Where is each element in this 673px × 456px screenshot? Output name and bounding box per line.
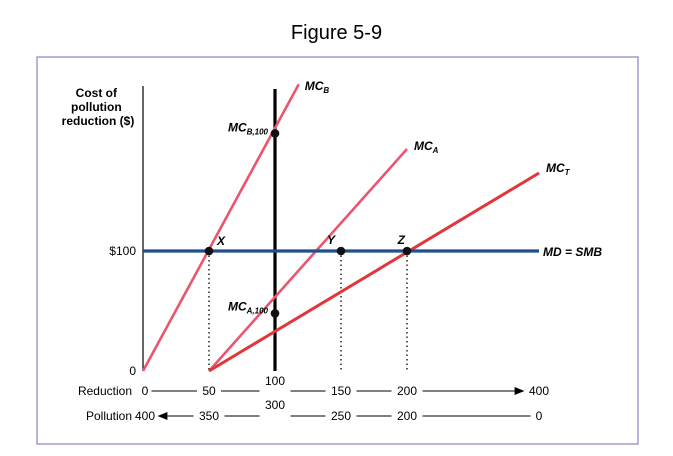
point-label-MCA100: MCA,100 bbox=[228, 299, 269, 315]
reduction-axis-tick-label: 0 bbox=[142, 384, 149, 398]
figure-title: Figure 5-9 bbox=[290, 22, 383, 44]
figure-frame bbox=[36, 56, 639, 445]
series-label-mcb-main: MC bbox=[305, 79, 324, 93]
point-label-Y-main: Y bbox=[327, 233, 336, 247]
point-marker-X bbox=[204, 246, 214, 256]
pollution-axis-tick-label: 250 bbox=[331, 409, 351, 423]
series-label-mct-sub: T bbox=[565, 168, 571, 177]
y-axis-title-line: Cost of bbox=[76, 86, 118, 100]
series-label-mca-main: MC bbox=[414, 139, 433, 153]
pollution-axis-tick-label: 350 bbox=[199, 409, 219, 423]
series-label-md-main: MD = SMB bbox=[543, 245, 602, 259]
series-line-mca bbox=[208, 148, 408, 372]
reduction-axis-tick-label: 400 bbox=[529, 384, 549, 398]
pollution-axis-tick-label: 200 bbox=[397, 409, 417, 423]
point-marker-MCA100 bbox=[270, 309, 280, 318]
point-label-MCA100-main: MC bbox=[228, 299, 247, 313]
point-label-Z: Z bbox=[397, 233, 406, 247]
series-label-mca: MCA bbox=[414, 139, 439, 155]
series-label-mcb-sub: B bbox=[323, 86, 329, 95]
y-tick-label: $100 bbox=[109, 244, 136, 258]
y-axis-title-line: pollution bbox=[71, 100, 122, 114]
pollution-axis-label: Pollution bbox=[86, 409, 132, 423]
y-axis-title-line: reduction ($) bbox=[62, 114, 135, 128]
point-marker-MCB100 bbox=[270, 129, 280, 138]
series-label-md: MD = SMB bbox=[543, 245, 602, 259]
reduction-axis-tick-label: 150 bbox=[331, 384, 351, 398]
point-marker-Y bbox=[336, 246, 346, 256]
point-label-MCB100: MCB,100 bbox=[228, 120, 269, 136]
pollution-axis-tick-label: 400 bbox=[135, 409, 155, 423]
reduction-axis-tick-label: 200 bbox=[397, 384, 417, 398]
reduction-axis-label: Reduction bbox=[78, 384, 132, 398]
series-label-mca-sub: A bbox=[432, 146, 439, 155]
series-line-mct bbox=[208, 171, 540, 373]
series-label-mct-main: MC bbox=[546, 161, 565, 175]
point-label-Z-main: Z bbox=[397, 233, 406, 247]
reduction-axis-tick-label: 50 bbox=[202, 384, 216, 398]
reduction-axis-tick-label: 100 bbox=[265, 374, 285, 388]
point-label-MCA100-sub: A,100 bbox=[246, 306, 269, 315]
point-marker-Z bbox=[402, 246, 412, 256]
point-label-X-main: X bbox=[216, 234, 226, 248]
y-axis-title: Cost of pollution reduction ($) bbox=[62, 86, 135, 128]
point-label-MCB100-main: MC bbox=[228, 120, 247, 134]
point-label-Y: Y bbox=[327, 233, 336, 247]
pollution-axis-tick-label: 0 bbox=[536, 409, 543, 423]
series-label-mcb: MCB bbox=[305, 79, 330, 95]
series-label-mct: MCT bbox=[546, 161, 571, 177]
point-label-X: X bbox=[216, 234, 226, 248]
pollution-axis-tick-label: 300 bbox=[265, 398, 285, 412]
point-label-MCB100-sub: B,100 bbox=[247, 127, 269, 136]
y-tick-label: 0 bbox=[129, 364, 136, 378]
